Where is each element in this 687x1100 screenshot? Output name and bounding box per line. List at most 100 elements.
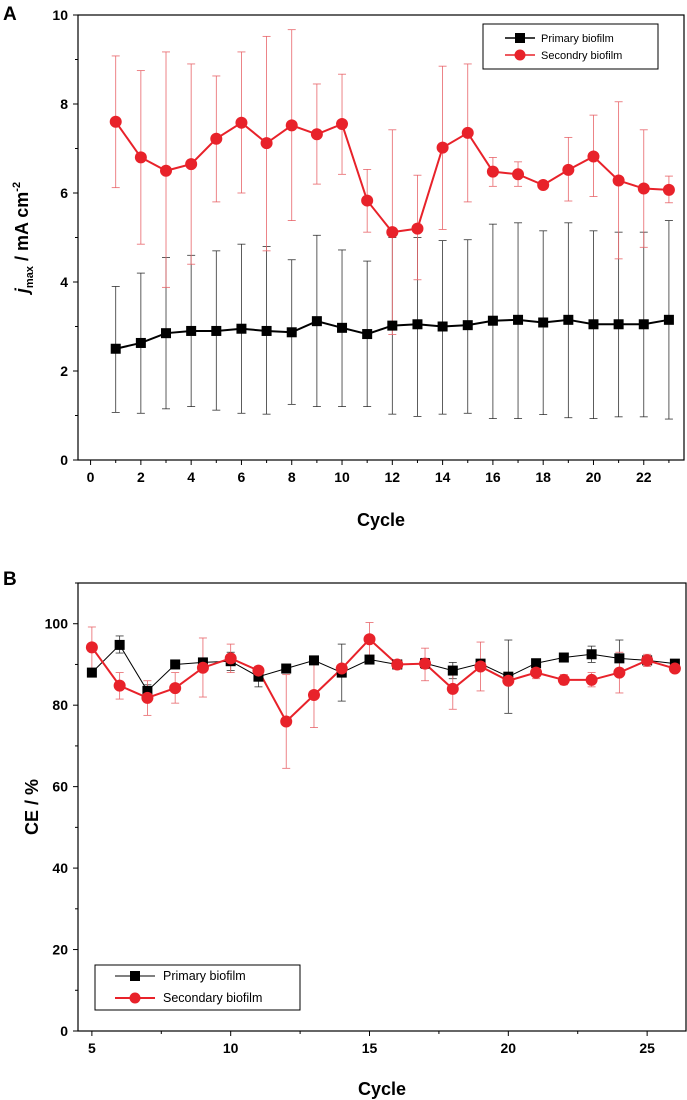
data-point-secondary	[637, 182, 650, 195]
data-point-secondary	[109, 115, 122, 128]
data-point-primary	[558, 652, 569, 663]
legend-a-secondary-marker	[514, 49, 526, 61]
data-point-secondary	[307, 689, 320, 701]
panel-a-y-axis-title: jmax / mA cm-2	[11, 182, 36, 295]
data-point-primary	[286, 327, 297, 338]
panel-b-legend: Primary biofilm Secondary biofilm	[94, 964, 301, 1011]
data-point-secondary	[141, 691, 154, 704]
y-tick-label: 0	[60, 1023, 68, 1039]
data-point-secondary	[224, 652, 237, 665]
data-point-secondary	[502, 674, 515, 687]
data-point-primary	[588, 319, 599, 330]
x-tick-label: 14	[435, 469, 451, 485]
y-tick-label: 80	[52, 697, 68, 713]
x-tick-label: 0	[87, 469, 95, 485]
data-point-secondary	[446, 682, 459, 695]
panel-b-legend-box	[94, 964, 301, 1011]
data-point-secondary	[85, 641, 98, 654]
panel-a-label: A	[3, 4, 17, 25]
data-point-primary	[211, 325, 222, 336]
series-line-secondary	[91, 637, 676, 724]
data-point-secondary	[530, 666, 543, 679]
data-point-secondary	[386, 226, 399, 239]
panel-a-y-axis-title-rest: / mA cm	[12, 192, 32, 266]
data-point-primary	[586, 649, 597, 660]
panel-b-y-axis: 0 20 40 60 80 100	[45, 582, 78, 1039]
data-point-secondary	[260, 137, 273, 150]
data-point-primary	[114, 639, 125, 650]
panel-a-markers	[109, 115, 675, 354]
y-tick-label: 8	[60, 96, 68, 112]
data-point-secondary	[169, 682, 182, 695]
data-point-primary	[281, 663, 292, 674]
legend-b-secondary-marker	[129, 992, 141, 1004]
panel-a-x-axis: 0 2 4 6 8 10 12 14 16 18 20 22	[87, 460, 670, 485]
data-point-secondary	[310, 128, 323, 141]
data-point-secondary	[113, 679, 126, 692]
panel-a-legend-box	[482, 23, 659, 70]
y-tick-label: 2	[60, 363, 68, 379]
data-point-primary	[513, 314, 524, 325]
data-point-secondary	[196, 661, 209, 674]
data-point-secondary	[486, 165, 499, 178]
data-point-secondary	[662, 183, 675, 196]
data-point-primary	[364, 654, 375, 665]
data-point-primary	[142, 685, 153, 696]
panel-b-y-axis-title: CE / %	[22, 779, 42, 835]
data-point-primary	[613, 319, 624, 330]
panel-a: A 0 2 4 6 8 10 12 14 16 18 20 22 0 2 4 6 8 10 Cycle jmax…	[3, 4, 685, 530]
data-point-secondary	[411, 222, 424, 235]
data-point-primary	[135, 337, 146, 348]
data-point-primary	[170, 659, 181, 670]
series-line-primary	[91, 644, 675, 692]
data-point-primary	[261, 325, 272, 336]
x-tick-label: 16	[485, 469, 501, 485]
data-point-primary	[531, 658, 542, 669]
data-point-primary	[387, 320, 398, 331]
x-tick-label: 12	[385, 469, 401, 485]
x-tick-label: 20	[586, 469, 602, 485]
data-point-primary	[311, 316, 322, 327]
data-point-secondary	[436, 141, 449, 154]
data-point-secondary	[336, 118, 349, 131]
y-tick-label: 60	[52, 779, 68, 795]
legend-b-secondary-label: Secondary biofilm	[163, 991, 262, 1005]
legend-a-primary-marker	[515, 33, 525, 43]
data-point-secondary	[134, 151, 147, 164]
x-tick-label: 10	[223, 1040, 239, 1056]
data-point-primary	[161, 328, 172, 339]
x-tick-label: 2	[137, 469, 145, 485]
data-point-secondary	[419, 657, 432, 670]
data-point-primary	[412, 319, 423, 330]
y-tick-label: 6	[60, 185, 68, 201]
panel-b-x-axis: 5 10 15 20 25	[88, 1031, 655, 1056]
data-point-primary	[437, 321, 448, 332]
x-tick-label: 10	[334, 469, 350, 485]
data-point-secondary	[252, 664, 265, 677]
data-point-secondary	[210, 132, 223, 145]
data-point-secondary	[641, 654, 654, 667]
data-point-secondary	[612, 174, 625, 187]
data-point-primary	[186, 325, 197, 336]
legend-a-primary-label: Primary biofilm	[541, 33, 614, 45]
data-point-secondary	[160, 164, 173, 177]
x-tick-label: 20	[501, 1040, 517, 1056]
data-point-primary	[308, 655, 319, 666]
data-point-secondary	[361, 194, 374, 207]
data-point-secondary	[512, 168, 525, 181]
panel-b-x-axis-title: Cycle	[358, 1079, 406, 1099]
data-point-secondary	[668, 662, 681, 675]
data-point-secondary	[585, 673, 598, 686]
data-point-secondary	[280, 715, 293, 728]
panel-a-legend: Primary biofilm Secondry biofilm	[482, 23, 659, 70]
data-point-secondary	[461, 126, 474, 139]
data-point-primary	[86, 667, 97, 678]
y-tick-label: 0	[60, 452, 68, 468]
panel-a-y-axis: 0 2 4 6 8 10	[52, 7, 78, 468]
panel-b-plot-frame	[77, 582, 687, 1032]
x-tick-label: 15	[362, 1040, 378, 1056]
data-point-secondary	[587, 150, 600, 163]
data-point-primary	[337, 322, 348, 333]
x-tick-label: 5	[88, 1040, 96, 1056]
